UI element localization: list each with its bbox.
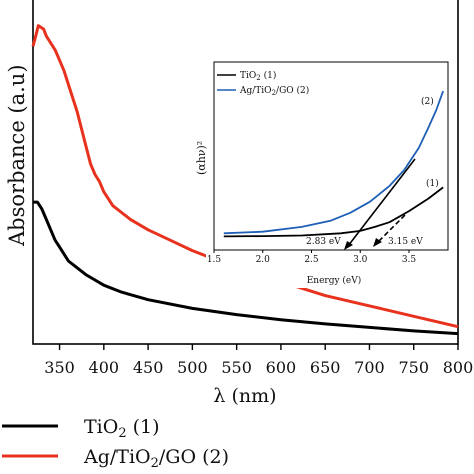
tangent-line-2 [347, 158, 416, 247]
main-x-tick-label-550: 550 [221, 358, 252, 377]
main-x-tick-label-700: 700 [354, 358, 385, 377]
inset-x-tick-label-2.5: 2.5 [304, 255, 319, 265]
inset-tangent-lines [344, 158, 416, 250]
inset-background [206, 56, 454, 288]
tangent-arrowhead-1 [373, 238, 382, 247]
main-x-tick-label-750: 750 [398, 358, 429, 377]
inset-series-group [223, 90, 444, 238]
main-plot-frame [32, 0, 459, 345]
inset-legend-label-2: Ag/TiO2/GO (2) [239, 85, 309, 97]
main-y-axis-label: Absorbance (a.u) [5, 64, 29, 247]
main-x-tick-label-800: 800 [443, 358, 474, 377]
main-series-line-tio2-1 [33, 200, 459, 336]
main-chart: Absorbance (a.u) λ (nm) 350 400 450 500 550 6… [5, 0, 473, 407]
inset-legend: TiO2 (1) Ag/TiO2/GO (2) [217, 70, 309, 97]
inset-series-label-2: (2) [421, 96, 434, 107]
inset-series-line-ag-tio2-go-2 [223, 90, 444, 235]
inset-plot-frame [213, 61, 449, 251]
inset-x-tick-label-3.5: 3.5 [402, 255, 417, 265]
inset-x-tick-label-3: 3.0 [353, 255, 368, 265]
main-x-axis-label: λ (nm) [213, 385, 276, 407]
main-legend: TiO2 (1) Ag/TiO2/GO (2) [2, 416, 229, 471]
main-x-tick-label-650: 650 [310, 358, 341, 377]
main-x-ticks: 350 400 450 500 550 600 650 700 750 800 [44, 344, 473, 377]
inset-y-axis-label: (αhν)² [195, 141, 208, 175]
main-x-tick-label-500: 500 [177, 358, 208, 377]
annotation-3-15-ev: 3.15 eV [388, 237, 423, 247]
annotation-2-83-ev: 2.83 eV [306, 237, 341, 247]
inset-x-axis-label: Energy (eV) [307, 275, 362, 286]
main-x-tick-label-400: 400 [89, 358, 120, 377]
inset-chart: (αhν)² Energy (eV) 1.5 2.0 2.5 3.0 3.5 2.83 … [195, 56, 454, 288]
inset-x-ticks: 1.5 2.0 2.5 3.0 3.5 [207, 250, 417, 265]
main-x-tick-label-450: 450 [133, 358, 164, 377]
main-x-tick-label-350: 350 [44, 358, 75, 377]
inset-series-label-1: (1) [426, 178, 439, 189]
inset-x-tick-label-2: 2.0 [256, 255, 271, 265]
inset-legend-label-1: TiO2 (1) [240, 70, 276, 82]
tangent-arrowhead-2 [344, 241, 353, 250]
inset-series-line-tio2-1 [223, 186, 444, 238]
main-x-tick-label-600: 600 [266, 358, 297, 377]
main-legend-label-2: Ag/TiO2/GO (2) [83, 446, 229, 471]
tangent-line-1 [377, 214, 406, 243]
inset-x-tick-label-1.5: 1.5 [207, 255, 222, 265]
main-legend-label-1: TiO2 (1) [84, 416, 160, 441]
